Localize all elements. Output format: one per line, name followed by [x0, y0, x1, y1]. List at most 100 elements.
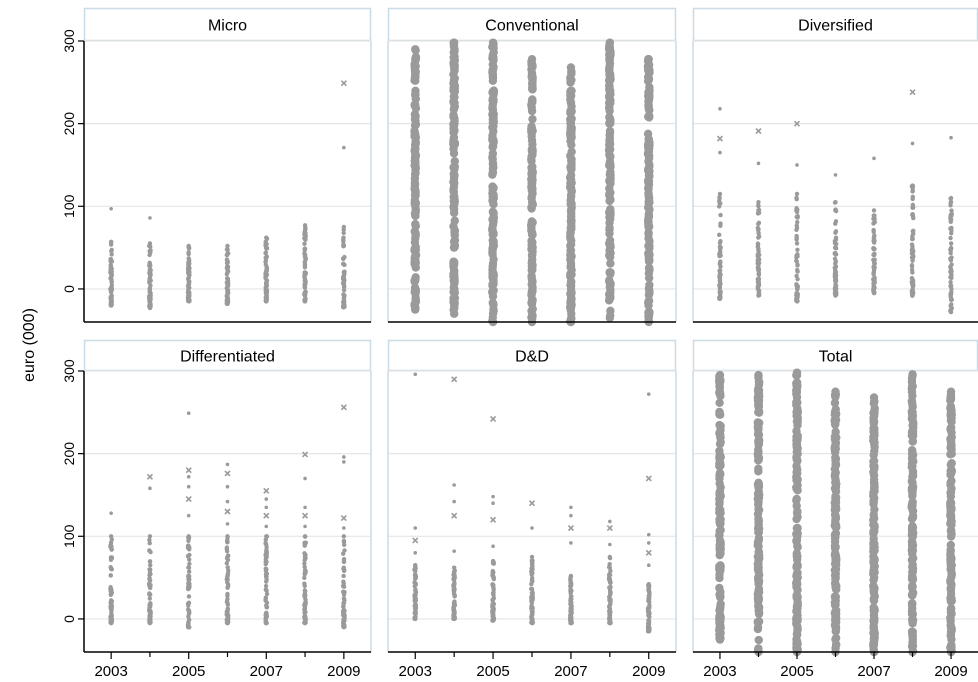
- data-point: [491, 596, 496, 602]
- data-point: [793, 465, 802, 474]
- x-tick-label: 2009: [327, 663, 360, 680]
- data-point: [716, 437, 725, 447]
- data-point: [832, 274, 837, 280]
- data-point: [530, 579, 535, 584]
- data-point: [644, 180, 654, 189]
- outlier-point: [303, 524, 307, 529]
- outlier-point: [530, 526, 534, 530]
- data-point: [341, 559, 347, 565]
- outlier-point: [264, 524, 269, 529]
- data-point: [566, 183, 576, 193]
- data-point: [528, 286, 537, 295]
- data-point: [754, 609, 764, 619]
- data-point: [413, 563, 418, 568]
- data-point: [187, 557, 192, 562]
- data-point: [341, 592, 347, 597]
- data-point: [715, 487, 725, 496]
- outlier-point: [608, 519, 612, 524]
- data-point: [831, 476, 840, 485]
- data-point: [646, 623, 651, 629]
- data-point: [341, 281, 346, 287]
- data-point: [948, 279, 953, 285]
- data-point: [302, 595, 308, 600]
- data-point: [488, 88, 497, 97]
- data-point: [186, 617, 192, 623]
- data-point: [449, 192, 458, 202]
- data-point: [302, 241, 307, 246]
- outlier-point: [225, 484, 230, 489]
- outlier-point: [186, 474, 191, 479]
- data-point: [871, 252, 876, 257]
- data-point: [450, 178, 459, 188]
- data-point: [718, 259, 723, 264]
- data-point: [644, 112, 653, 121]
- data-point: [908, 408, 917, 417]
- data-point: [756, 228, 761, 233]
- data-point: [869, 558, 878, 567]
- data-point: [341, 274, 346, 279]
- data-point: [264, 545, 269, 550]
- data-point: [605, 157, 615, 167]
- data-point: [225, 539, 230, 544]
- data-point: [450, 279, 459, 288]
- data-point: [303, 289, 308, 294]
- data-point: [715, 497, 724, 507]
- outlier-point: [793, 120, 801, 127]
- data-point: [224, 561, 229, 566]
- data-point: [568, 578, 573, 584]
- data-point: [303, 281, 308, 287]
- outlier-point: [910, 141, 915, 146]
- data-point: [411, 219, 420, 229]
- data-point: [870, 442, 879, 452]
- outlier-point: [186, 513, 191, 518]
- data-point: [341, 539, 347, 545]
- data-point: [529, 554, 535, 560]
- outlier-point: [413, 372, 418, 377]
- x-tick-label: 2003: [399, 663, 432, 680]
- data-point: [186, 534, 191, 539]
- data-point: [489, 56, 498, 65]
- data-point: [186, 261, 192, 266]
- data-point: [605, 191, 614, 200]
- data-point: [831, 419, 840, 428]
- data-point: [452, 573, 457, 578]
- data-point: [645, 241, 654, 251]
- data-point: [490, 573, 495, 578]
- data-point: [186, 279, 191, 284]
- data-point: [224, 546, 230, 552]
- data-point: [870, 404, 879, 413]
- data-point: [450, 84, 459, 93]
- data-point: [870, 635, 879, 645]
- data-point: [869, 586, 879, 595]
- data-point: [410, 199, 420, 208]
- x-tick-label: 2007: [554, 663, 587, 680]
- data-point: [607, 620, 613, 626]
- data-point: [449, 172, 459, 181]
- data-point: [410, 180, 420, 189]
- data-point: [908, 437, 918, 446]
- outlier-point: [491, 501, 495, 506]
- data-point: [489, 62, 498, 72]
- data-point: [489, 241, 498, 250]
- data-point: [606, 306, 615, 316]
- data-point: [833, 278, 839, 284]
- data-point: [341, 287, 347, 293]
- outlier-point: [225, 462, 230, 467]
- data-point: [871, 236, 877, 241]
- data-point: [488, 288, 497, 297]
- data-point: [451, 565, 457, 570]
- data-point: [567, 270, 576, 279]
- data-point: [869, 514, 879, 523]
- data-point: [224, 285, 229, 291]
- data-point: [717, 191, 723, 197]
- y-tick-label: 300: [61, 359, 77, 383]
- data-point: [527, 145, 537, 154]
- data-point: [302, 534, 308, 539]
- data-point: [341, 242, 346, 247]
- data-point: [566, 75, 575, 84]
- outlier-point: [451, 376, 458, 383]
- data-point: [302, 564, 307, 570]
- outlier-point: [645, 475, 652, 482]
- data-point: [490, 568, 496, 574]
